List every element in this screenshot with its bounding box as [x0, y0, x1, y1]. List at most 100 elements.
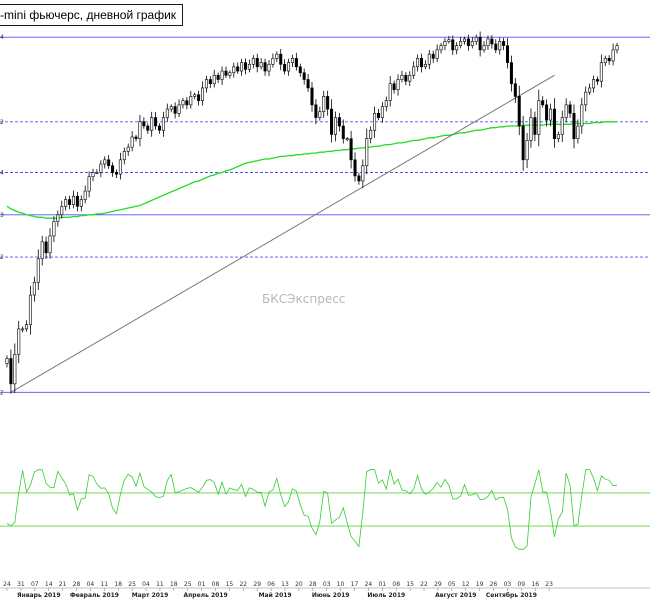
candle-body [384, 100, 388, 107]
x-tick-label: 24 [365, 581, 373, 588]
x-tick-label: 15 [406, 581, 414, 588]
candle-body [482, 45, 486, 51]
candle-body [326, 96, 330, 110]
x-axis: 24 31 07 14 21 28 04 11 18 25 04 11 18 25 01 08 15 22 29 06… [0, 581, 650, 599]
chart-title: -mini фьючерс, дневной график [0, 4, 184, 26]
price-axis-labels: 4 2 4 3 2 2 [0, 34, 4, 396]
x-tick-label: 24 [3, 581, 11, 588]
candle-body [181, 100, 185, 106]
horizontal-levels [0, 36, 650, 393]
candle-body [126, 146, 130, 152]
candle-body [193, 94, 197, 97]
x-tick-label: 04 [142, 581, 150, 588]
candle-body [83, 190, 87, 200]
x-tick-label: 21 [59, 581, 67, 588]
x-tick-label: 31 [17, 581, 25, 588]
candle-body [25, 324, 29, 330]
trendline [10, 74, 555, 393]
x-tick-label: 05 [448, 581, 456, 588]
candle-body [580, 104, 584, 127]
x-tick-label: 25 [128, 581, 136, 588]
ma-200-line [6, 121, 617, 219]
candle-body [412, 66, 416, 76]
candle-body [251, 58, 255, 65]
candle-body [255, 58, 259, 68]
candle-body [13, 353, 17, 385]
candle-body [290, 58, 294, 63]
x-tick-label: 10 [337, 581, 345, 588]
candle-body [509, 62, 513, 85]
x-tick-label: 01 [198, 581, 206, 588]
month-label: Июль 2019 [367, 592, 405, 599]
candle-body [56, 214, 60, 222]
x-tick-label: 25 [184, 581, 192, 588]
candle-body [416, 58, 420, 68]
month-label: Апрель 2019 [184, 592, 228, 599]
candle-body [118, 159, 122, 175]
candle-body [599, 62, 603, 82]
candle-body [220, 70, 224, 80]
x-tick-label: 01 [378, 581, 386, 588]
candle-body [267, 63, 271, 72]
candle-body [138, 121, 142, 139]
candle-body [244, 62, 248, 70]
candle-body [228, 72, 232, 76]
candle-body [146, 125, 150, 131]
candle-body [595, 79, 599, 82]
candle-body [408, 74, 412, 82]
candle-body [201, 87, 205, 101]
candles [5, 31, 619, 394]
candle-body [470, 41, 474, 46]
candle-body [549, 108, 553, 121]
candle-body [341, 125, 345, 139]
candle-body [103, 159, 107, 165]
moving-average-line [6, 121, 617, 219]
candle-body [169, 106, 173, 110]
month-label: Март 2019 [132, 592, 169, 599]
x-tick-label: 18 [170, 581, 178, 588]
month-label: Сентябрь 2019 [486, 592, 537, 599]
candle-body [259, 62, 263, 68]
candle-body [427, 53, 431, 65]
candle-body [525, 140, 529, 161]
candle-body [212, 74, 216, 85]
candle-body [271, 58, 275, 65]
candle-body [122, 151, 126, 161]
candle-body [157, 125, 162, 131]
candle-body [603, 58, 607, 63]
price-axis-label: 2 [0, 254, 4, 261]
candle-body [189, 96, 193, 106]
candle-body [142, 121, 146, 127]
candle-body [572, 113, 576, 139]
candle-body [462, 38, 467, 42]
candle-body [275, 53, 279, 59]
candle-body [232, 66, 236, 74]
candle-body [75, 195, 79, 207]
candle-body [165, 108, 169, 118]
candle-body [314, 104, 318, 118]
x-tick-label: 08 [392, 581, 400, 588]
candle-body [279, 53, 283, 65]
candle-body [21, 328, 25, 331]
x-tick-label: 29 [434, 581, 442, 588]
candle-body [478, 36, 482, 51]
candle-body [36, 258, 40, 283]
candle-body [283, 63, 287, 72]
candle-body [173, 106, 177, 114]
candle-body [60, 206, 64, 216]
candle-body [185, 100, 189, 106]
price-axis-label: 2 [0, 119, 4, 126]
oscillator-panel [0, 469, 650, 550]
candle-body [236, 66, 240, 72]
candle-body [28, 294, 32, 325]
x-tick-label: 26 [490, 581, 498, 588]
candle-body [318, 111, 322, 118]
candle-body [247, 63, 251, 70]
candle-body [498, 41, 502, 51]
candle-body [130, 136, 134, 148]
candle-body [5, 358, 9, 364]
candle-body [64, 199, 68, 207]
candle-body [87, 176, 91, 192]
candle-body [91, 172, 95, 178]
